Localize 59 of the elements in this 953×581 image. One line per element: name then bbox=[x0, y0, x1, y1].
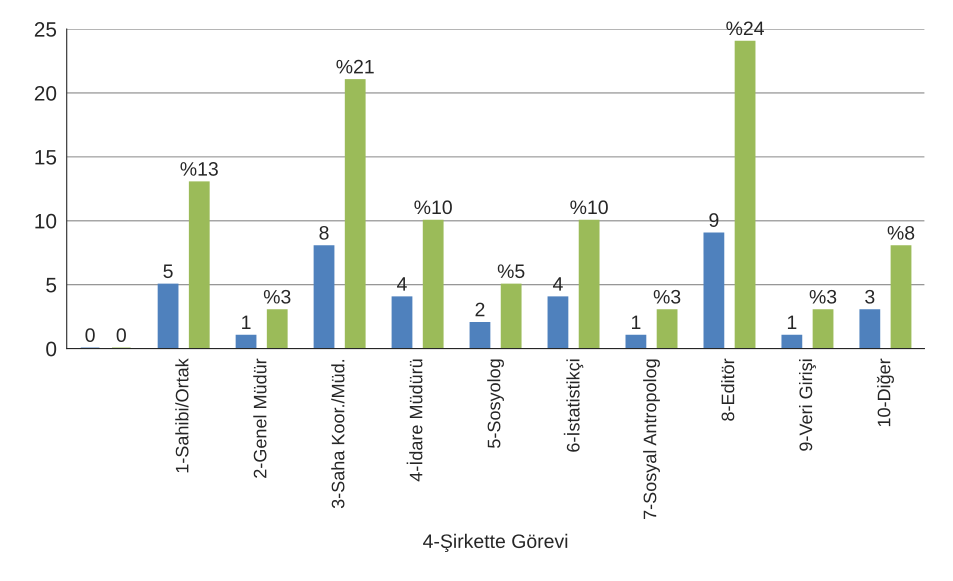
bar bbox=[656, 309, 678, 349]
bar bbox=[890, 245, 912, 349]
data-label: 1 bbox=[632, 316, 640, 330]
bar bbox=[812, 309, 834, 349]
data-label: 1 bbox=[242, 316, 251, 330]
bar bbox=[422, 220, 444, 349]
data-label: %3 bbox=[654, 290, 680, 304]
bar bbox=[781, 334, 802, 349]
bar bbox=[859, 309, 880, 349]
x-tick-label: 2-Genel Müdür bbox=[253, 358, 266, 478]
x-tick-label: 8-Editör bbox=[721, 358, 734, 421]
x-tick-label: 3-Saha Koor./Müd. bbox=[331, 360, 344, 508]
data-label: %10 bbox=[570, 200, 608, 214]
bar bbox=[188, 181, 210, 349]
x-tick-label: 5-Sosyolog bbox=[487, 359, 504, 448]
bar bbox=[344, 79, 366, 349]
y-tick-label: 20 bbox=[34, 86, 56, 101]
data-label: 5 bbox=[163, 264, 173, 278]
bar bbox=[578, 220, 600, 349]
data-label: 0 bbox=[85, 328, 95, 342]
x-tick-label: 9-Veri Girişi bbox=[798, 360, 816, 451]
x-tick-label: 10-Diğer bbox=[876, 358, 894, 426]
data-label: 8 bbox=[319, 226, 329, 240]
y-tick-label: 0 bbox=[46, 342, 56, 356]
data-label: 1 bbox=[788, 316, 796, 330]
data-label: 2 bbox=[476, 302, 484, 316]
bar bbox=[500, 284, 522, 349]
y-tick-label: 25 bbox=[34, 22, 56, 37]
data-label: %13 bbox=[180, 162, 218, 176]
data-label: %3 bbox=[264, 290, 290, 304]
bar bbox=[734, 40, 756, 349]
x-tick-label: 6-İstatistikçi bbox=[564, 360, 584, 452]
bar bbox=[314, 245, 334, 349]
data-label: %21 bbox=[336, 60, 374, 74]
data-label: %8 bbox=[888, 226, 914, 240]
data-label: %3 bbox=[810, 290, 836, 304]
data-label: 0 bbox=[116, 328, 126, 342]
bar bbox=[392, 296, 412, 349]
data-label: %24 bbox=[726, 21, 764, 36]
bar bbox=[470, 322, 490, 349]
y-tick-label: 10 bbox=[35, 214, 56, 229]
data-label: 4 bbox=[552, 277, 563, 291]
bar bbox=[548, 296, 568, 349]
x-tick-label: 4-İdare Müdürü bbox=[406, 359, 422, 482]
bar bbox=[158, 284, 178, 349]
data-label: 4 bbox=[397, 277, 407, 291]
data-label: 9 bbox=[709, 213, 718, 227]
bar bbox=[236, 334, 256, 349]
bar bbox=[703, 232, 724, 349]
data-label: %10 bbox=[414, 200, 452, 214]
x-tick-label: 1-Sahibi/Ortak bbox=[175, 358, 189, 472]
x-tick-label: 7-Sosyal Antropolog bbox=[643, 359, 660, 519]
y-tick-label: 15 bbox=[35, 150, 56, 165]
x-axis-title: 4-Şirkette Görevi bbox=[423, 534, 568, 552]
bar bbox=[266, 309, 288, 349]
data-label: %5 bbox=[498, 264, 524, 278]
bar bbox=[626, 334, 646, 349]
y-tick-label: 5 bbox=[46, 278, 56, 292]
data-label: 3 bbox=[865, 290, 874, 304]
